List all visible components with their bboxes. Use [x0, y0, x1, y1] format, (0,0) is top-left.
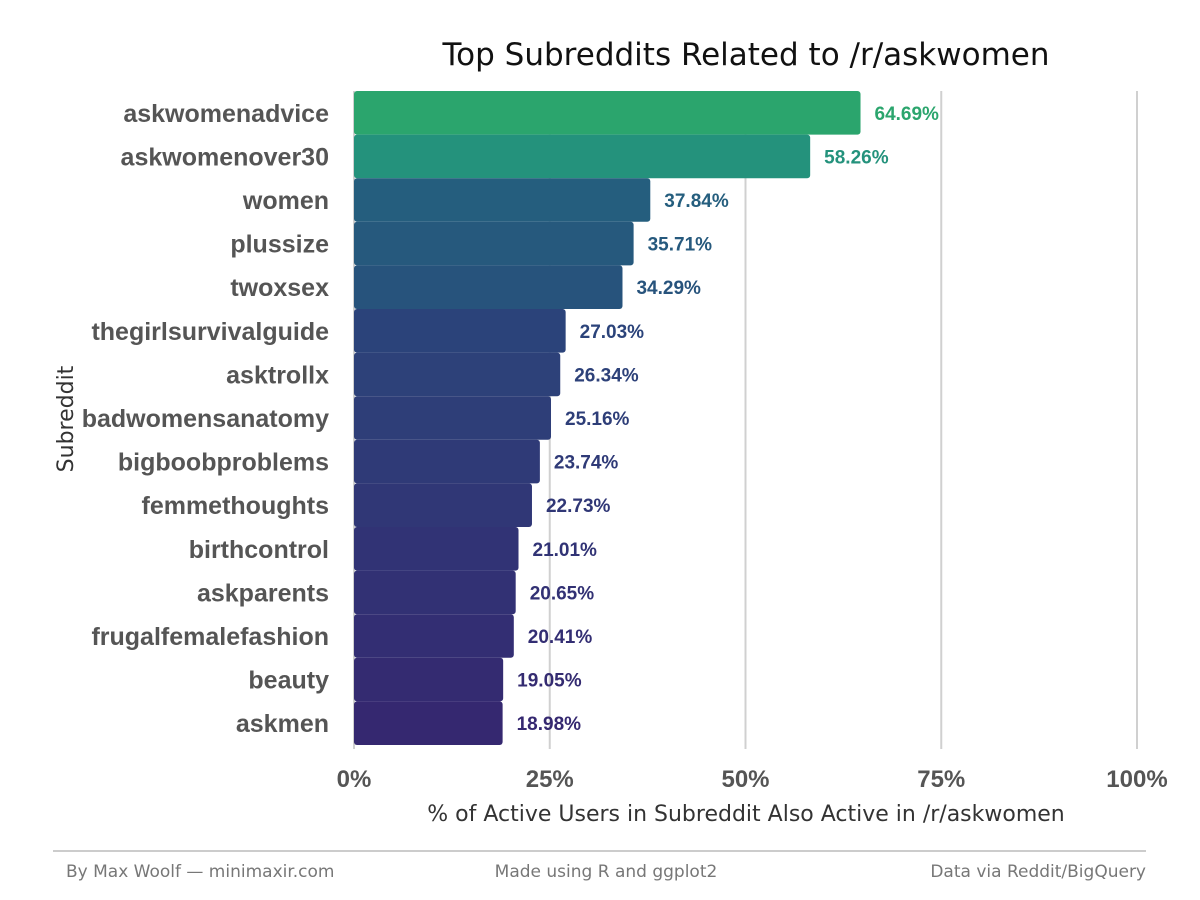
value-label: 64.69%	[875, 104, 940, 125]
bar	[354, 614, 514, 658]
value-label: 20.65%	[530, 583, 595, 604]
bar	[354, 396, 552, 440]
category-label: femmethoughts	[142, 492, 330, 520]
bar	[354, 439, 540, 484]
x-tick-labels: 0% 25% 50% 75% 100%	[337, 766, 1168, 793]
chart-title: Top Subreddits Related to /r/askwomen	[442, 37, 1050, 73]
footer-tool: Made using R and ggplot2	[495, 862, 718, 882]
category-label: badwomensanatomy	[82, 405, 329, 433]
bar	[354, 134, 811, 179]
x-tick-label: 25%	[526, 766, 574, 793]
value-label: 18.98%	[517, 714, 582, 735]
value-label: 27.03%	[580, 322, 645, 343]
value-label: 20.41%	[528, 627, 593, 648]
bar	[354, 221, 634, 266]
footer-source: Data via Reddit/BigQuery	[930, 862, 1146, 882]
bar	[354, 527, 519, 571]
x-tick-label: 50%	[721, 766, 769, 793]
category-label: askwomenover30	[121, 143, 329, 171]
bar	[354, 570, 516, 615]
bar	[354, 309, 566, 353]
category-label: askparents	[197, 579, 329, 607]
value-label: 19.05%	[517, 671, 582, 692]
footer-credit: By Max Woolf — minimaxir.com	[66, 862, 335, 882]
category-label: plussize	[230, 231, 329, 259]
category-label: frugalfemalefashion	[91, 623, 329, 651]
bar	[354, 483, 532, 527]
category-label: askmen	[236, 710, 329, 738]
category-label: thegirlsurvivalguide	[91, 318, 329, 346]
bar	[354, 701, 503, 745]
x-tick-label: 100%	[1106, 766, 1167, 793]
bar	[354, 265, 623, 309]
category-label: askwomenadvice	[123, 100, 329, 128]
bar	[354, 178, 651, 222]
bar	[354, 91, 861, 135]
value-label: 35.71%	[648, 235, 713, 256]
bars	[354, 91, 861, 745]
x-axis-title: % of Active Users in Subreddit Also Acti…	[427, 802, 1065, 827]
category-label: women	[242, 187, 329, 215]
value-label: 58.26%	[824, 147, 889, 168]
y-axis-title: Subreddit	[54, 365, 79, 472]
category-label: beauty	[248, 667, 329, 695]
value-label: 26.34%	[574, 365, 639, 386]
value-label: 23.74%	[554, 453, 619, 474]
category-label: asktrollx	[226, 361, 329, 389]
bar	[354, 352, 561, 397]
category-labels: askwomenadvice askwomenover30 women plussiz…	[82, 100, 329, 738]
category-label: twoxsex	[230, 274, 329, 302]
value-label: 37.84%	[664, 191, 729, 212]
value-label: 22.73%	[546, 496, 611, 517]
value-labels: 64.69% 58.26% 37.84% 35.71% 34.29% 27.03% 26.3…	[517, 104, 939, 735]
category-label: bigboobproblems	[118, 449, 329, 477]
x-tick-label: 75%	[917, 766, 965, 793]
category-label: birthcontrol	[189, 536, 329, 564]
value-label: 25.16%	[565, 409, 630, 430]
bar	[354, 657, 504, 702]
value-label: 21.01%	[533, 540, 598, 561]
value-label: 34.29%	[636, 278, 701, 299]
x-tick-label: 0%	[337, 766, 372, 793]
